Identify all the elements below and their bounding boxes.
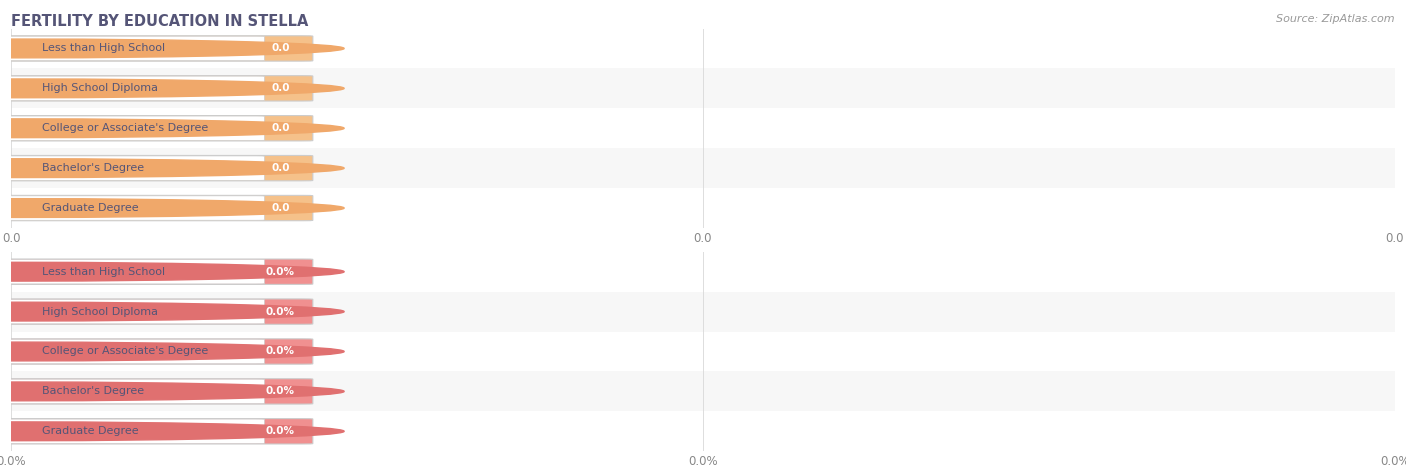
Bar	[11, 332, 1395, 371]
Circle shape	[0, 79, 344, 98]
FancyBboxPatch shape	[1, 418, 314, 444]
Text: 0.0%: 0.0%	[266, 266, 295, 277]
Text: College or Associate's Degree: College or Associate's Degree	[42, 123, 208, 133]
FancyBboxPatch shape	[6, 116, 264, 141]
Text: College or Associate's Degree: College or Associate's Degree	[42, 346, 208, 357]
FancyBboxPatch shape	[6, 196, 264, 220]
FancyBboxPatch shape	[6, 379, 264, 404]
Text: Graduate Degree: Graduate Degree	[42, 426, 138, 437]
FancyBboxPatch shape	[1, 115, 314, 141]
FancyBboxPatch shape	[1, 36, 314, 61]
Bar	[11, 28, 1395, 68]
FancyBboxPatch shape	[6, 419, 264, 444]
Circle shape	[0, 382, 344, 401]
Circle shape	[0, 159, 344, 178]
Bar	[11, 411, 1395, 451]
FancyBboxPatch shape	[1, 195, 314, 221]
FancyBboxPatch shape	[6, 76, 264, 101]
FancyBboxPatch shape	[6, 259, 264, 284]
Text: 0.0%: 0.0%	[266, 346, 295, 357]
FancyBboxPatch shape	[1, 379, 314, 404]
Text: 0.0: 0.0	[271, 203, 290, 213]
FancyBboxPatch shape	[1, 259, 314, 285]
Text: Source: ZipAtlas.com: Source: ZipAtlas.com	[1277, 14, 1395, 24]
Bar	[11, 371, 1395, 411]
FancyBboxPatch shape	[1, 76, 314, 101]
Text: 0.0: 0.0	[271, 163, 290, 173]
Text: FERTILITY BY EDUCATION IN STELLA: FERTILITY BY EDUCATION IN STELLA	[11, 14, 309, 29]
Circle shape	[0, 262, 344, 281]
FancyBboxPatch shape	[6, 156, 264, 180]
Bar	[11, 252, 1395, 292]
Circle shape	[0, 302, 344, 321]
Text: Less than High School: Less than High School	[42, 266, 165, 277]
Bar	[11, 292, 1395, 332]
FancyBboxPatch shape	[1, 339, 314, 364]
FancyBboxPatch shape	[6, 36, 264, 61]
Circle shape	[0, 422, 344, 441]
Text: 0.0: 0.0	[271, 83, 290, 94]
Circle shape	[0, 39, 344, 58]
Bar	[11, 68, 1395, 108]
Text: 0.0%: 0.0%	[266, 306, 295, 317]
Bar	[11, 188, 1395, 228]
Bar	[11, 108, 1395, 148]
Text: Graduate Degree: Graduate Degree	[42, 203, 138, 213]
Text: Bachelor's Degree: Bachelor's Degree	[42, 386, 143, 397]
FancyBboxPatch shape	[6, 299, 264, 324]
FancyBboxPatch shape	[6, 339, 264, 364]
Text: Bachelor's Degree: Bachelor's Degree	[42, 163, 143, 173]
Circle shape	[0, 342, 344, 361]
Text: 0.0%: 0.0%	[266, 386, 295, 397]
Text: High School Diploma: High School Diploma	[42, 306, 157, 317]
Bar	[11, 148, 1395, 188]
Text: 0.0: 0.0	[271, 123, 290, 133]
FancyBboxPatch shape	[1, 155, 314, 181]
FancyBboxPatch shape	[1, 299, 314, 324]
Text: 0.0: 0.0	[271, 43, 290, 54]
Circle shape	[0, 119, 344, 138]
Circle shape	[0, 199, 344, 218]
Text: 0.0%: 0.0%	[266, 426, 295, 437]
Text: Less than High School: Less than High School	[42, 43, 165, 54]
Text: High School Diploma: High School Diploma	[42, 83, 157, 94]
